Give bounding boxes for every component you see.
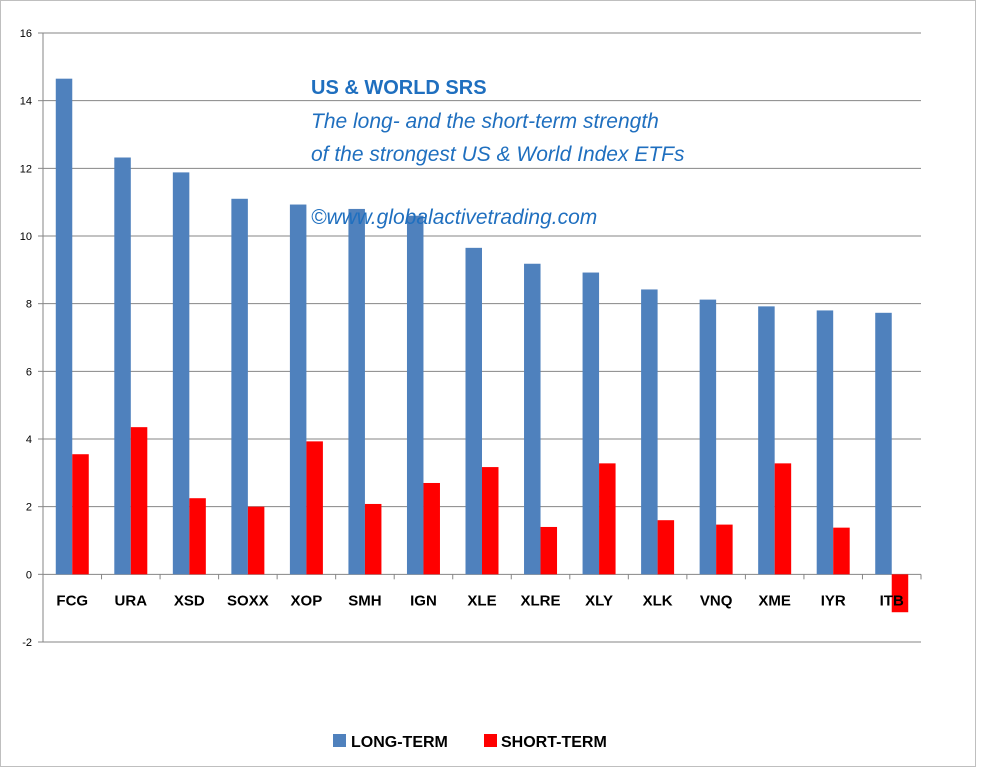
bar-short-term-ura xyxy=(130,427,148,575)
y-tick-label: 10 xyxy=(20,231,32,243)
x-tick-label: XSD xyxy=(174,592,205,609)
legend-label-long-term: LONG-TERM xyxy=(351,734,448,751)
bar-long-term-xop xyxy=(289,204,307,575)
chart-subtitle-line-1: The long- and the short-term strength xyxy=(311,110,659,133)
y-tick-label: 0 xyxy=(26,569,32,581)
bar-long-term-ura xyxy=(114,157,131,575)
bar-short-term-fcg xyxy=(72,454,89,575)
bar-short-term-xop xyxy=(306,441,323,575)
bar-short-term-itb xyxy=(891,574,909,613)
bar-short-term-xlre xyxy=(540,526,558,575)
watermark-text: ©www.globalactivetrading.com xyxy=(311,206,597,229)
bar-short-term-vnq xyxy=(716,524,733,575)
y-tick-label: 8 xyxy=(26,299,32,311)
y-tick-label: 6 xyxy=(26,366,32,378)
bar-long-term-xly xyxy=(582,272,600,575)
bar-short-term-ign xyxy=(423,482,440,575)
bar-long-term-iyr xyxy=(816,310,834,575)
x-tick-label: XLE xyxy=(467,592,496,609)
y-tick-label: 4 xyxy=(26,434,32,446)
bar-long-term-vnq xyxy=(699,299,717,575)
bar-long-term-itb xyxy=(875,312,892,575)
y-tick-label: 14 xyxy=(20,96,32,108)
chart-subtitle-line-2: of the strongest US & World Index ETFs xyxy=(311,143,685,166)
legend-label-short-term: SHORT-TERM xyxy=(501,734,607,751)
tick-labels: -2 0 2 4 6 8 10 12 14 16 FCG URA XSD SOXX XOP SMH IGN XLE… xyxy=(20,28,904,649)
bar-long-term-xsd xyxy=(172,172,190,575)
bar-short-term-xlk xyxy=(657,520,675,575)
x-tick-label: FCG xyxy=(56,592,88,609)
bar-short-term-xsd xyxy=(189,498,206,575)
bar-short-term-smh xyxy=(364,503,382,575)
bar-long-term-ign xyxy=(406,215,424,575)
x-tick-label: ITB xyxy=(880,592,904,609)
bar-long-term-xme xyxy=(758,306,775,575)
x-tick-label: URA xyxy=(115,592,148,609)
bar-long-term-smh xyxy=(348,208,365,575)
bar-long-term-soxx xyxy=(231,198,248,575)
y-tick-label: 16 xyxy=(20,28,32,40)
bar-long-term-xle xyxy=(465,247,482,575)
bar-long-term-fcg xyxy=(55,78,73,575)
bar-short-term-soxx xyxy=(247,506,265,575)
y-tick-label: 2 xyxy=(26,502,32,514)
x-tick-label: IGN xyxy=(410,592,437,609)
bar-short-term-xme xyxy=(774,463,792,575)
y-tick-label: 12 xyxy=(20,163,32,175)
x-tick-label: SOXX xyxy=(227,592,269,609)
legend: LONG-TERM SHORT-TERM xyxy=(333,734,607,751)
bar-short-term-xle xyxy=(482,467,499,575)
x-tick-label: XLRE xyxy=(521,592,561,609)
x-tick-label: XOP xyxy=(291,592,323,609)
y-tick-label: -2 xyxy=(22,637,32,649)
chart-title: US & WORLD SRS xyxy=(311,77,487,99)
bars xyxy=(55,78,909,613)
x-tick-label: XME xyxy=(758,592,791,609)
x-tick-label: XLY xyxy=(585,592,613,609)
x-tick-label: XLK xyxy=(643,592,673,609)
legend-swatch-short-term xyxy=(484,734,497,747)
bar-short-term-iyr xyxy=(833,527,850,575)
bar-long-term-xlk xyxy=(641,289,658,575)
bar-short-term-xly xyxy=(599,463,616,575)
x-tick-label: SMH xyxy=(348,592,381,609)
legend-swatch-long-term xyxy=(333,734,346,747)
x-tick-label: IYR xyxy=(821,592,846,609)
x-tick-label: VNQ xyxy=(700,592,733,609)
bar-long-term-xlre xyxy=(524,263,541,575)
chart-border xyxy=(0,0,976,767)
